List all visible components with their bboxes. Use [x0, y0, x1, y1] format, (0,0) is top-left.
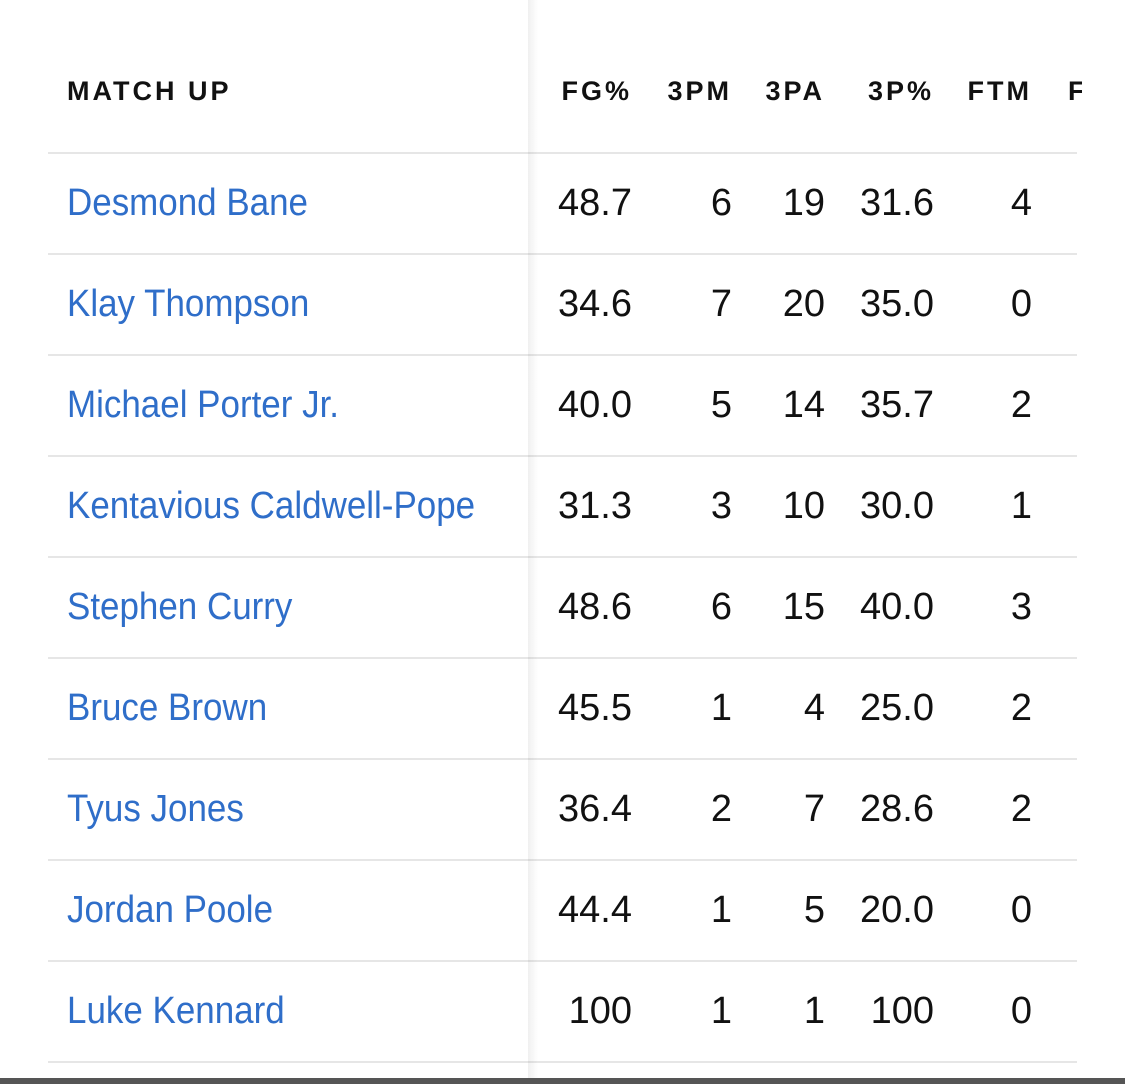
3pm-cell: 6 [710, 586, 732, 628]
player-link[interactable]: Jordan Poole [67, 889, 274, 931]
row-divider [48, 1061, 1077, 1063]
ftm-cell: 0 [1010, 889, 1032, 931]
3pm-cell: 1 [710, 889, 732, 931]
fg-pct-cell: 44.4 [558, 889, 632, 931]
table-row: Kentavious Caldwell-Pope 31.3 3 10 30.0 1 [0, 455, 1125, 556]
3p-pct-cell: 100 [870, 990, 934, 1032]
fg-pct-cell: 100 [568, 990, 632, 1032]
3p-pct-cell: 31.6 [860, 182, 934, 224]
table-row: Michael Porter Jr. 40.0 5 14 35.7 2 [0, 354, 1125, 455]
ftm-cell: 3 [1010, 586, 1032, 628]
3pm-cell: 6 [710, 182, 732, 224]
row-divider [48, 859, 1077, 861]
3p-pct-cell: 28.6 [860, 788, 934, 830]
ftm-cell: 1 [1010, 485, 1032, 527]
fg-pct-cell: 48.7 [558, 182, 632, 224]
header-fg-pct[interactable]: FG% [561, 76, 632, 106]
table-row: Stephen Curry 48.6 6 15 40.0 3 [0, 556, 1125, 657]
3p-pct-cell: 40.0 [860, 586, 934, 628]
fg-pct-cell: 40.0 [558, 384, 632, 426]
player-link[interactable]: Luke Kennard [67, 990, 285, 1032]
table-header-row: MATCH UP FG% 3PM 3PA 3P% FTM F [0, 0, 1125, 152]
player-link[interactable]: Kentavious Caldwell-Pope [67, 485, 476, 527]
header-matchup[interactable]: MATCH UP [67, 76, 232, 106]
fg-pct-cell: 48.6 [558, 586, 632, 628]
fg-pct-cell: 34.6 [558, 283, 632, 325]
table-row: Klay Thompson 34.6 7 20 35.0 0 [0, 253, 1125, 354]
row-divider [48, 758, 1077, 760]
fg-pct-cell: 45.5 [558, 687, 632, 729]
row-divider [48, 253, 1077, 255]
header-ftm[interactable]: FTM [967, 76, 1032, 106]
3pa-cell: 14 [782, 384, 825, 426]
table-row: Tyus Jones 36.4 2 7 28.6 2 [0, 758, 1125, 859]
3pm-cell: 7 [710, 283, 732, 325]
3pa-cell: 10 [782, 485, 825, 527]
player-link[interactable]: Desmond Bane [67, 182, 308, 224]
3pm-cell: 3 [710, 485, 732, 527]
3p-pct-cell: 35.0 [860, 283, 934, 325]
ftm-cell: 2 [1010, 384, 1032, 426]
ftm-cell: 2 [1010, 788, 1032, 830]
ftm-cell: 4 [1010, 182, 1032, 224]
header-3pm[interactable]: 3PM [667, 76, 732, 106]
ftm-cell: 2 [1010, 687, 1032, 729]
row-divider [48, 657, 1077, 659]
player-link[interactable]: Bruce Brown [67, 687, 268, 729]
3pm-cell: 1 [710, 990, 732, 1032]
3pa-cell: 1 [803, 990, 825, 1032]
header-truncated-column[interactable]: F [1068, 76, 1082, 106]
row-divider [48, 455, 1077, 457]
fg-pct-cell: 31.3 [558, 485, 632, 527]
player-link[interactable]: Michael Porter Jr. [67, 384, 340, 426]
3pa-cell: 4 [803, 687, 825, 729]
player-link[interactable]: Klay Thompson [67, 283, 310, 325]
header-3p-pct[interactable]: 3P% [867, 76, 934, 106]
row-divider [48, 354, 1077, 356]
row-divider [48, 556, 1077, 558]
3p-pct-cell: 30.0 [860, 485, 934, 527]
table-row: Jordan Poole 44.4 1 5 20.0 0 [0, 859, 1125, 960]
horizontal-scrollbar[interactable] [0, 1078, 1125, 1084]
row-divider [48, 960, 1077, 962]
row-divider [48, 152, 1077, 154]
ftm-cell: 0 [1010, 990, 1032, 1032]
3pm-cell: 2 [710, 788, 732, 830]
ftm-cell: 0 [1010, 283, 1032, 325]
3p-pct-cell: 25.0 [860, 687, 934, 729]
table-row: Luke Kennard 100 1 1 100 0 [0, 960, 1125, 1061]
player-link[interactable]: Tyus Jones [67, 788, 244, 830]
player-link[interactable]: Stephen Curry [67, 586, 293, 628]
3pm-cell: 5 [710, 384, 732, 426]
3p-pct-cell: 20.0 [860, 889, 934, 931]
3pm-cell: 1 [710, 687, 732, 729]
3pa-cell: 15 [782, 586, 825, 628]
3p-pct-cell: 35.7 [860, 384, 934, 426]
3pa-cell: 19 [782, 182, 825, 224]
header-3pa[interactable]: 3PA [765, 76, 825, 106]
3pa-cell: 7 [803, 788, 825, 830]
fg-pct-cell: 36.4 [558, 788, 632, 830]
table-row: Desmond Bane 48.7 6 19 31.6 4 [0, 152, 1125, 253]
frozen-column-shadow [528, 0, 538, 1084]
3pa-cell: 5 [803, 889, 825, 931]
table-row-end [0, 1061, 1125, 1063]
3pa-cell: 20 [782, 283, 825, 325]
table-row: Bruce Brown 45.5 1 4 25.0 2 [0, 657, 1125, 758]
